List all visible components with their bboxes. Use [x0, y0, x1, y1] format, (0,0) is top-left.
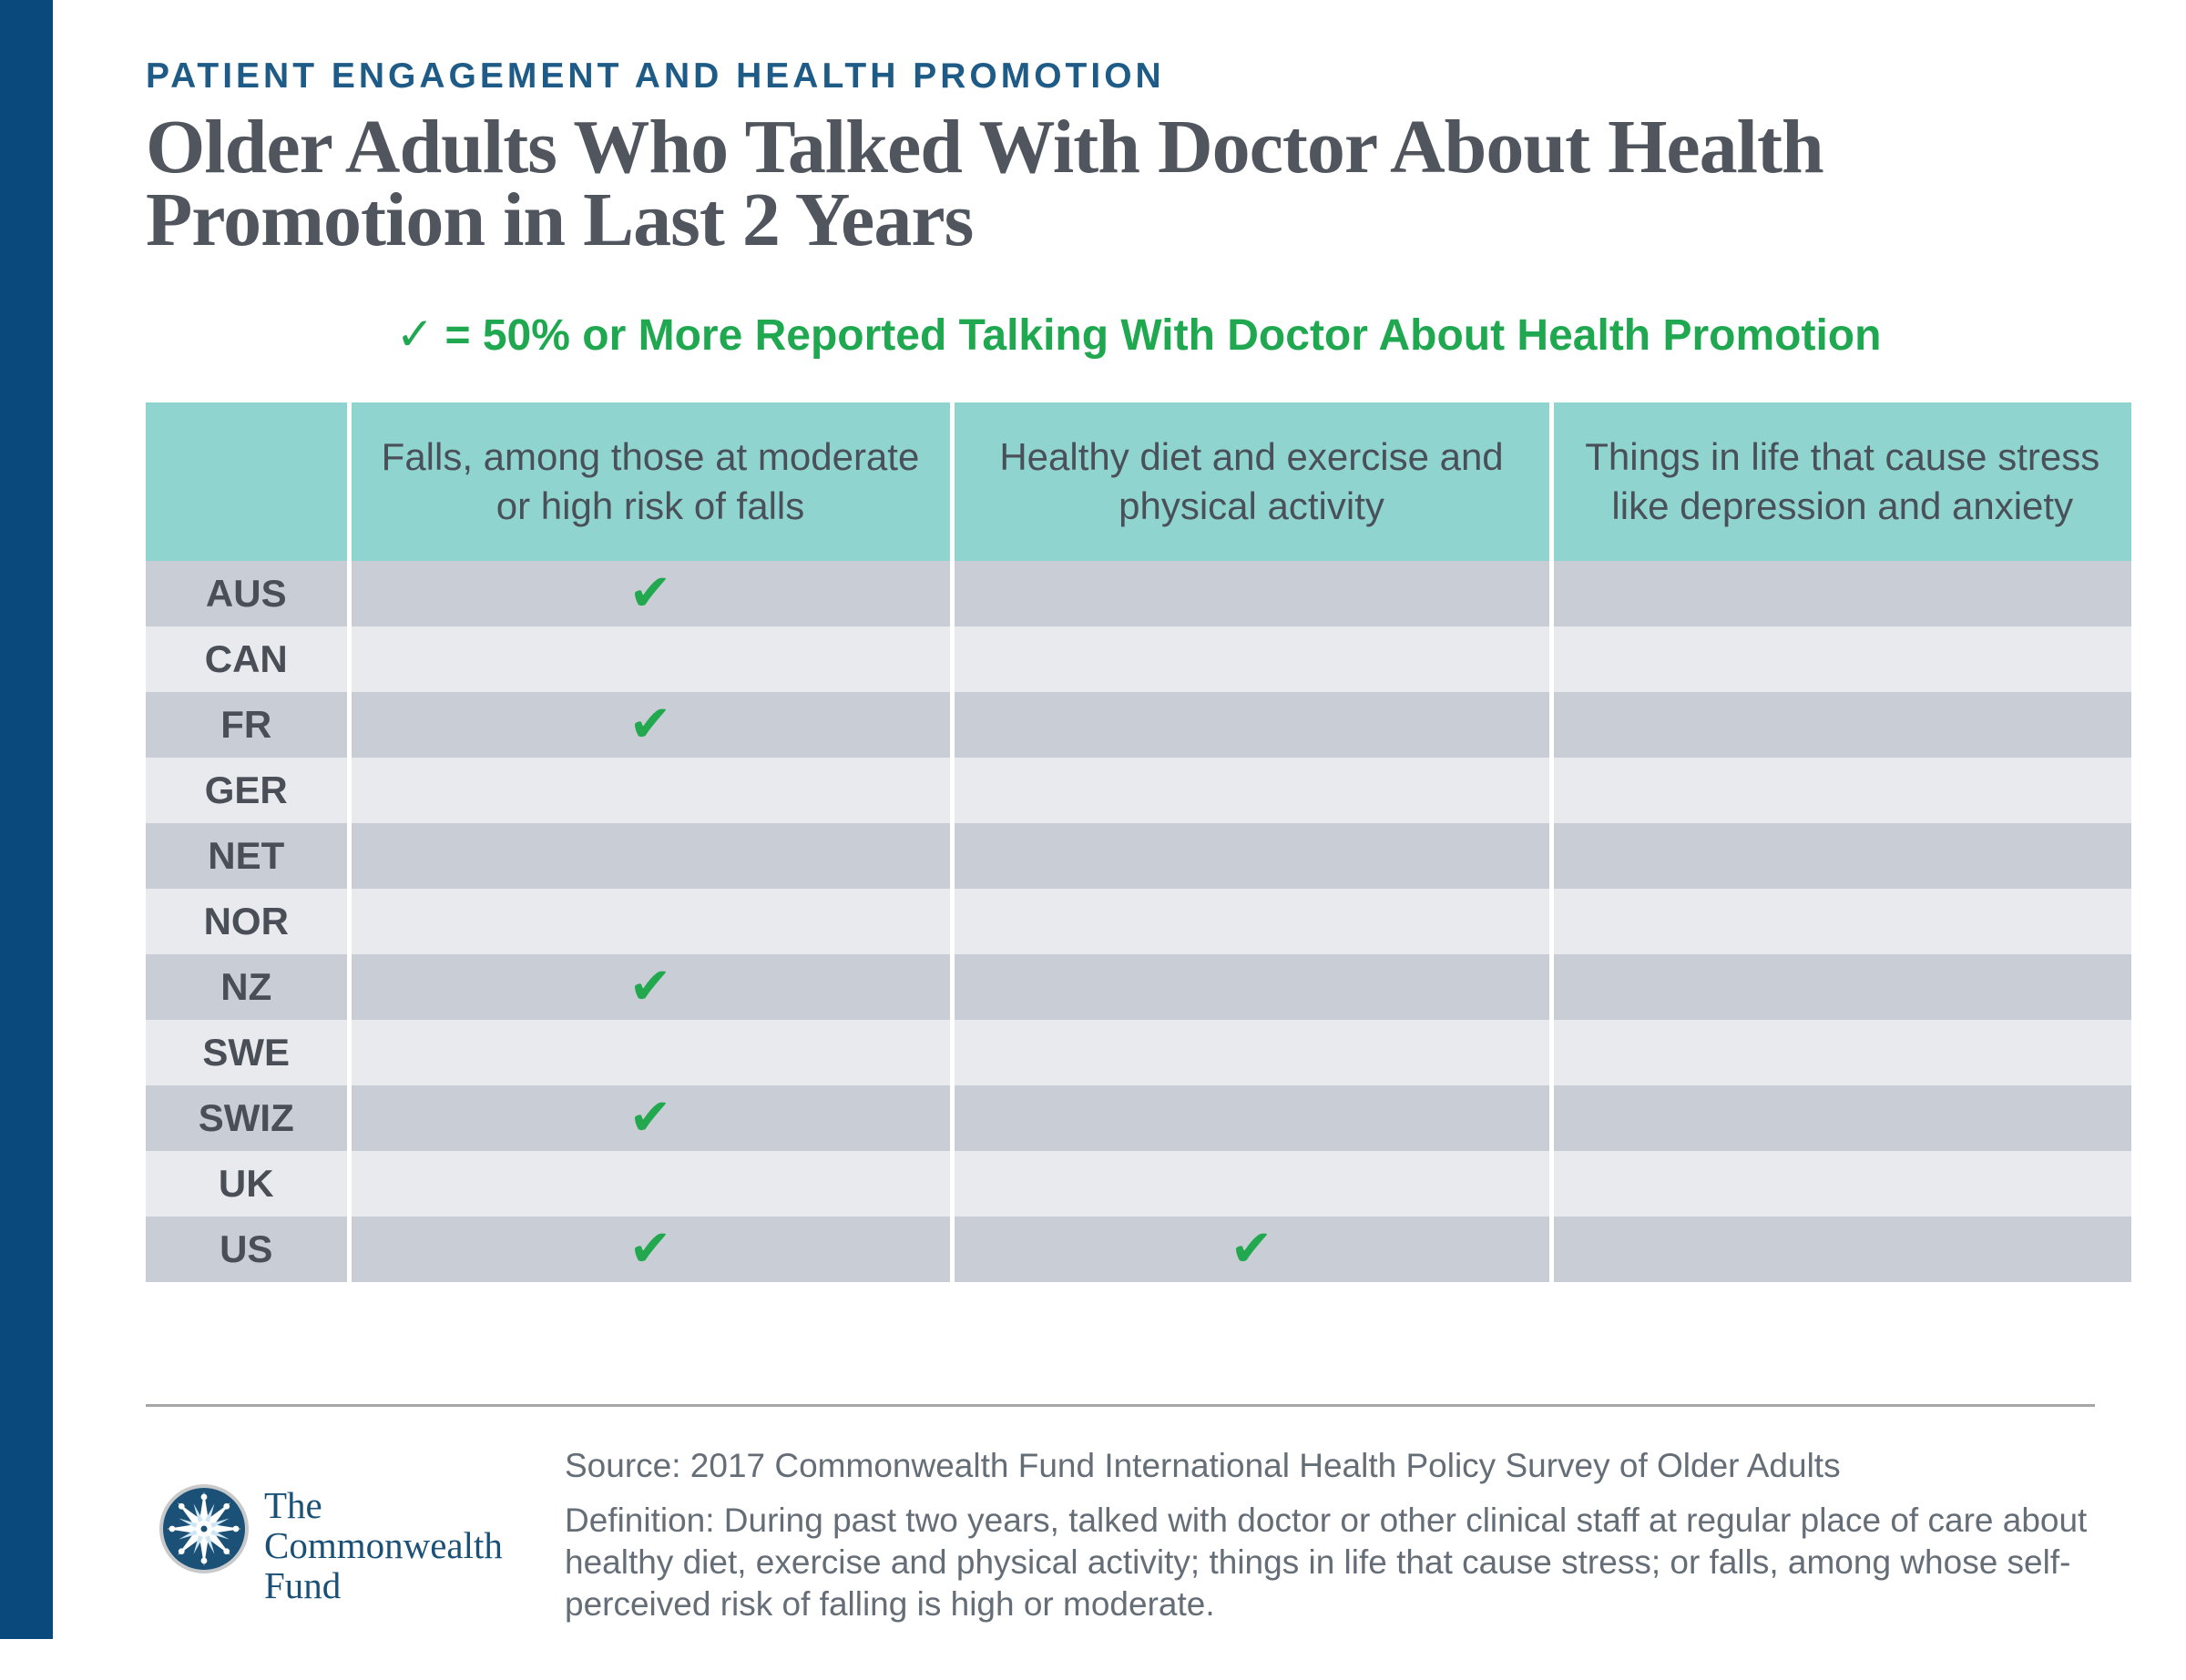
logo-line: Commonwealth — [264, 1523, 503, 1566]
country-label: NZ — [220, 964, 272, 1008]
check-cell: ✔ — [346, 691, 952, 758]
page-title: Older Adults Who Talked With Doctor Abou… — [146, 105, 1824, 262]
table-row: NOR — [146, 888, 2131, 954]
eyebrow-label: PATIENT ENGAGEMENT AND HEALTH PROMOTION — [146, 56, 1165, 96]
check-cell: ✔ — [949, 1216, 1551, 1282]
empty-cell — [1548, 1084, 2131, 1151]
table-row: FR ✔ — [146, 691, 2131, 758]
logo-snowflake-icon — [159, 1483, 249, 1573]
empty-cell — [346, 626, 952, 692]
empty-cell — [346, 757, 952, 823]
country-label: US — [220, 1227, 273, 1270]
table-row: SWE — [146, 1019, 2131, 1085]
column-header-stress: Things in life that cause stress like de… — [1548, 402, 2131, 561]
commonwealth-fund-logo: The Commonwealth Fund — [158, 1483, 503, 1607]
definition-text: Definition: During past two years, talke… — [565, 1501, 2088, 1624]
table-row: UK — [146, 1150, 2131, 1217]
table-row: NZ ✔ — [146, 953, 2131, 1020]
empty-cell — [1548, 1019, 2131, 1085]
health-promotion-table: Falls, among those at moderate or high r… — [146, 402, 2131, 1282]
empty-cell — [949, 1019, 1551, 1085]
column-header-falls: Falls, among those at moderate or high r… — [346, 402, 952, 561]
left-accent-bar — [0, 0, 53, 1639]
empty-cell — [346, 822, 952, 889]
logo-wordmark: The Commonwealth Fund — [264, 1483, 503, 1607]
country-label: NOR — [203, 899, 289, 942]
empty-cell — [949, 560, 1551, 626]
empty-cell — [949, 691, 1551, 758]
check-cell: ✔ — [346, 1216, 952, 1282]
table-row: AUS ✔ — [146, 560, 2131, 626]
table-body: AUS ✔ CAN FR ✔ GER NET NOR NZ ✔ SWE SWIZ ✔ UK US ✔ ✔ — [146, 560, 2131, 1282]
empty-cell — [949, 1084, 1551, 1151]
empty-cell — [1548, 1150, 2131, 1217]
corner-cell — [146, 402, 349, 561]
country-label: SWE — [202, 1030, 291, 1074]
source-text: Source: 2017 Commonwealth Fund Internati… — [565, 1446, 1841, 1484]
footer: The Commonwealth Fund Source: 2017 Commo… — [146, 1443, 2131, 1680]
check-cell: ✔ — [346, 560, 952, 626]
table-row: SWIZ ✔ — [146, 1084, 2131, 1151]
empty-cell — [1548, 560, 2131, 626]
country-label: CAN — [204, 636, 288, 680]
empty-cell — [1548, 691, 2131, 758]
empty-cell — [949, 888, 1551, 954]
check-icon: ✓ — [395, 307, 434, 361]
check-icon: ✔ — [628, 956, 672, 1016]
country-label: SWIZ — [198, 1095, 294, 1139]
slide: PATIENT ENGAGEMENT AND HEALTH PROMOTION … — [146, 0, 2131, 1680]
legend: ✓ = 50% or More Reported Talking With Doc… — [146, 308, 2131, 361]
country-label: GER — [204, 768, 288, 811]
check-icon: ✔ — [628, 1087, 672, 1147]
empty-cell — [1548, 626, 2131, 692]
empty-cell — [1548, 953, 2131, 1020]
table-row: NET — [146, 822, 2131, 889]
footer-divider — [146, 1403, 2095, 1407]
country-label: NET — [208, 833, 285, 877]
empty-cell — [1548, 757, 2131, 823]
table-row: GER — [146, 757, 2131, 823]
table-header: Falls, among those at moderate or high r… — [146, 402, 2131, 561]
check-cell: ✔ — [346, 1084, 952, 1151]
column-header-diet: Healthy diet and exercise and physical a… — [949, 402, 1551, 561]
check-icon: ✔ — [628, 694, 672, 754]
legend-text: = 50% or More Reported Talking With Doct… — [444, 311, 1882, 360]
empty-cell — [346, 888, 952, 954]
empty-cell — [346, 1019, 952, 1085]
country-label: FR — [220, 702, 272, 746]
logo-line: Fund — [264, 1564, 342, 1607]
footer-notes: Source: 2017 Commonwealth Fund Internati… — [565, 1443, 2113, 1626]
empty-cell — [949, 626, 1551, 692]
country-label: AUS — [205, 571, 287, 615]
empty-cell — [1548, 822, 2131, 889]
empty-cell — [949, 953, 1551, 1020]
empty-cell — [949, 1150, 1551, 1217]
check-icon: ✔ — [1230, 1218, 1273, 1278]
check-icon: ✔ — [628, 1218, 672, 1278]
empty-cell — [949, 822, 1551, 889]
logo-line: The — [264, 1483, 322, 1526]
table-row: US ✔ ✔ — [146, 1216, 2131, 1282]
empty-cell — [949, 757, 1551, 823]
empty-cell — [346, 1150, 952, 1217]
country-label: UK — [218, 1161, 274, 1205]
table-row: CAN — [146, 626, 2131, 692]
empty-cell — [1548, 888, 2131, 954]
check-cell: ✔ — [346, 953, 952, 1020]
empty-cell — [1548, 1216, 2131, 1282]
header-row: Falls, among those at moderate or high r… — [146, 402, 2131, 561]
check-icon: ✔ — [628, 563, 672, 623]
